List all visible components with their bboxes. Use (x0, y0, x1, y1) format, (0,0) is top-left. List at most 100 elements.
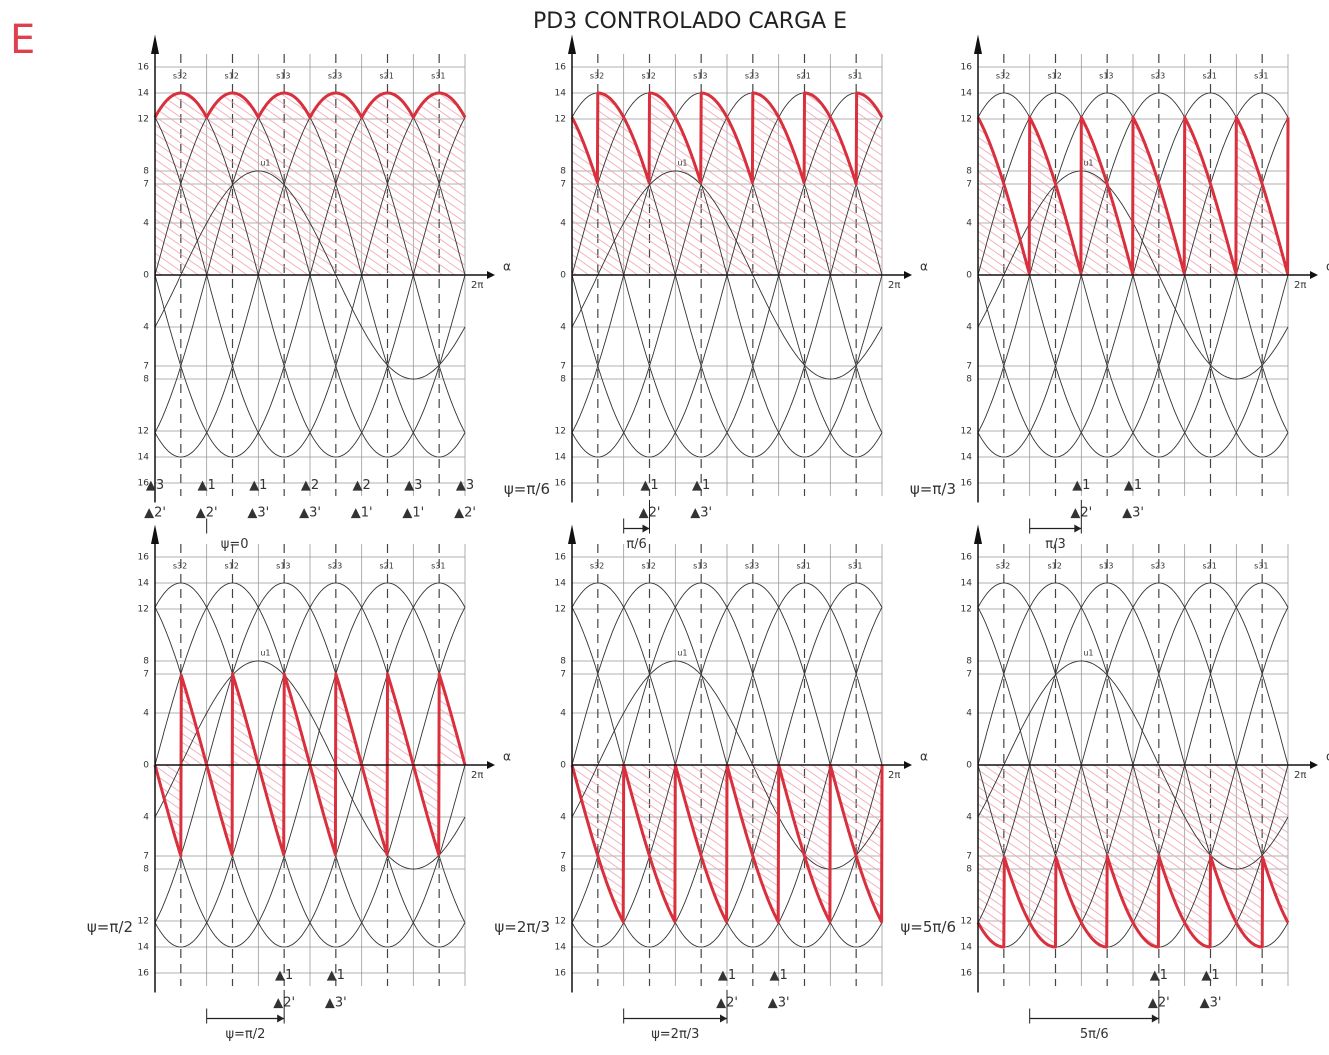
y-tick-label: 12 (961, 115, 972, 125)
phase-label: s13 (1099, 562, 1113, 571)
axis-arrow (568, 34, 576, 54)
phase-label: s31 (1254, 562, 1268, 571)
thyristor-label: ▲3' (1122, 505, 1144, 520)
shift-label: ψ=0 (221, 537, 249, 552)
output-voltage (976, 854, 1290, 949)
phase-label: s23 (1151, 72, 1165, 81)
y-tick-label: 0 (143, 761, 149, 771)
phase-label: s12 (1048, 562, 1062, 571)
phase-label: s12 (642, 562, 656, 571)
thyristor-label: ▲2 (353, 478, 371, 493)
curve-label: u1 (1083, 649, 1093, 658)
y-tick-label: 8 (143, 167, 149, 177)
y-tick-label: 14 (961, 453, 973, 463)
y-tick-label: 14 (555, 453, 567, 463)
y-tick-label: 16 (555, 479, 567, 489)
y-tick-label: 4 (966, 219, 972, 229)
axis-end: 2π (1294, 770, 1306, 781)
axis-var: α (503, 260, 511, 274)
y-tick-label: 7 (966, 852, 972, 862)
y-tick-label: 8 (143, 375, 149, 385)
phase-label: s31 (848, 562, 862, 571)
thyristor-label: ▲3 (404, 478, 422, 493)
psi-label: ψ=π/6 (504, 480, 550, 498)
thyristor-label: ▲3' (690, 505, 712, 520)
axis-arrow (568, 524, 576, 544)
phase-label: s32 (173, 72, 187, 81)
y-tick-label: 16 (555, 553, 567, 563)
axis-var: α (1326, 260, 1329, 274)
panel: 16 14 12 8 7 4 0 4 7 8 12 14 16 s32 s12 s13 s23 s21 s31 u1 α… (138, 34, 511, 552)
y-tick-label: 4 (143, 709, 149, 719)
thyristor-label: ▲1 (1124, 478, 1142, 493)
phase-label: s31 (848, 72, 862, 81)
y-tick-label: 14 (138, 89, 150, 99)
shift-arrowhead (1151, 1014, 1159, 1023)
y-tick-label: 14 (961, 579, 973, 589)
output-voltage (570, 91, 884, 186)
thyristor-label: ▲3' (299, 505, 321, 520)
y-tick-label: 8 (966, 167, 972, 177)
y-tick-label: 7 (143, 852, 149, 862)
y-tick-label: 12 (961, 605, 972, 615)
phase-label: s23 (1151, 562, 1165, 571)
y-tick-label: 14 (961, 89, 973, 99)
y-tick-label: 12 (555, 605, 566, 615)
y-tick-label: 16 (138, 63, 150, 73)
y-tick-label: 12 (138, 427, 149, 437)
curve-label: u1 (260, 159, 270, 168)
phase-label: s32 (590, 562, 604, 571)
phase-label: s21 (1203, 72, 1217, 81)
shift-label: ψ=π/2 (225, 1027, 265, 1042)
thyristor-label: ▲3 (456, 478, 474, 493)
y-tick-label: 4 (560, 323, 566, 333)
phase-label: s23 (745, 72, 759, 81)
y-tick-label: 12 (961, 917, 972, 927)
y-tick-label: 12 (138, 917, 149, 927)
phase-voltage (571, 170, 883, 380)
phase-label: s12 (225, 72, 239, 81)
y-tick-label: 14 (961, 943, 973, 953)
thyristor-label: ▲2' (196, 505, 218, 520)
axis-arrow (487, 271, 495, 279)
y-tick-label: 7 (143, 362, 149, 372)
phase-label: s31 (431, 72, 445, 81)
phase-label: s12 (1048, 72, 1062, 81)
axis-arrow (904, 761, 912, 769)
psi-label: ψ=π/2 (87, 918, 133, 936)
y-tick-label: 8 (560, 657, 566, 667)
y-tick-label: 7 (966, 362, 972, 372)
y-tick-label: 14 (555, 89, 567, 99)
phase-label: s32 (996, 562, 1010, 571)
phase-label: s12 (642, 72, 656, 81)
axis-var: α (920, 750, 928, 764)
phase-label: s12 (225, 562, 239, 571)
y-tick-label: 12 (555, 115, 566, 125)
y-tick-label: 16 (138, 553, 150, 563)
phase-label: s32 (996, 72, 1010, 81)
curve-label: u1 (260, 649, 270, 658)
y-tick-label: 8 (560, 167, 566, 177)
y-tick-label: 14 (138, 453, 150, 463)
thyristor-label: ▲1 (640, 478, 658, 493)
y-tick-label: 14 (555, 579, 567, 589)
y-tick-label: 14 (555, 943, 567, 953)
y-tick-label: 12 (555, 427, 566, 437)
thyristor-label: ▲1 (249, 478, 267, 493)
y-tick-label: 12 (138, 115, 149, 125)
y-tick-label: 14 (138, 943, 150, 953)
axis-end: 2π (471, 770, 483, 781)
axis-var: α (920, 260, 928, 274)
curve-label: u1 (677, 159, 687, 168)
y-tick-label: 8 (560, 865, 566, 875)
shift-label: π/6 (626, 537, 646, 552)
phase-label: s13 (693, 72, 707, 81)
phase-label: s23 (328, 562, 342, 571)
thyristor-label: ▲2' (454, 505, 476, 520)
y-tick-label: 7 (966, 670, 972, 680)
curve-label: u1 (677, 649, 687, 658)
y-tick-label: 7 (143, 180, 149, 190)
thyristor-label: ▲1 (718, 968, 736, 983)
y-tick-label: 16 (138, 969, 150, 979)
